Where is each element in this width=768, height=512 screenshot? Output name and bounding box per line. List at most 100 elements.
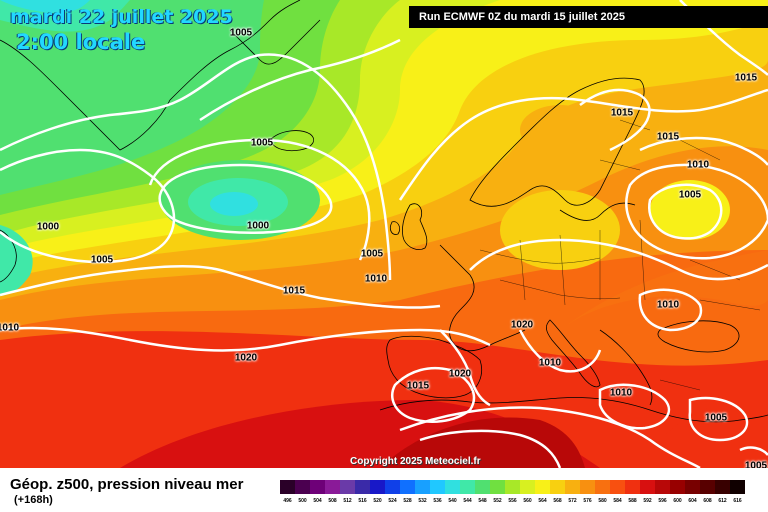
isobar-1000-low bbox=[158, 163, 333, 234]
colour-scale-swatch bbox=[610, 480, 625, 494]
greenland-coast bbox=[0, 0, 301, 151]
z500-band-east-red bbox=[640, 395, 768, 468]
colour-scale-tick-label: 500 bbox=[298, 498, 307, 504]
isobar-label: 1015 bbox=[282, 285, 306, 297]
country-borders bbox=[449, 119, 761, 391]
legend-title: Géop. z500, pression niveau mer bbox=[10, 476, 244, 493]
isobar-label: 1020 bbox=[448, 368, 472, 380]
isobar-label: 1010 bbox=[656, 299, 680, 311]
british-isles-coast bbox=[390, 203, 428, 250]
isobar-label: 1015 bbox=[406, 380, 430, 392]
isobar-1015-central-europe bbox=[398, 88, 768, 201]
isobar-label: 1015 bbox=[734, 72, 758, 84]
balkans-coast bbox=[599, 329, 653, 406]
isobar-label: 1010 bbox=[364, 273, 388, 285]
z500-band-cyan bbox=[0, 0, 90, 13]
colour-scale-tick-label: 540 bbox=[448, 498, 457, 504]
legend-footer: Géop. z500, pression niveau mer (+168h) … bbox=[0, 468, 768, 512]
central-europe-ridge bbox=[500, 190, 620, 270]
isobar-1005-east bbox=[648, 183, 723, 240]
isobar-label: 1015 bbox=[656, 131, 680, 143]
isobar-1010-east-loop bbox=[625, 163, 768, 260]
isobar-label: 1005 bbox=[250, 137, 274, 149]
colour-scale-swatch bbox=[445, 480, 460, 494]
colour-scale-swatch bbox=[625, 480, 640, 494]
colour-scale-tick-label: 556 bbox=[508, 498, 517, 504]
isobar-1015-scand bbox=[579, 88, 651, 152]
colour-scale-swatch bbox=[430, 480, 445, 494]
colour-scale-swatch bbox=[715, 480, 730, 494]
colour-scale-tick-label: 548 bbox=[478, 498, 487, 504]
isobar-1015-iberia bbox=[391, 366, 476, 423]
colour-scale-tick-label: 532 bbox=[418, 498, 427, 504]
colour-scale-swatch bbox=[655, 480, 670, 494]
black-sea-coast bbox=[657, 320, 740, 353]
isobar-1005-loop bbox=[148, 138, 371, 261]
isobars bbox=[0, 0, 768, 468]
colour-scale-tick-label: 568 bbox=[553, 498, 562, 504]
isobar-1020-iberia bbox=[439, 329, 491, 407]
colour-scale-tick-label: 496 bbox=[283, 498, 292, 504]
colour-scale-swatch bbox=[640, 480, 655, 494]
greenland-east-coast bbox=[229, 19, 321, 65]
colour-scale-swatch bbox=[475, 480, 490, 494]
colour-scale-swatch bbox=[460, 480, 475, 494]
isobar-1010-east bbox=[639, 136, 768, 166]
colour-scale-swatch bbox=[685, 480, 700, 494]
colour-scale-swatch bbox=[505, 480, 520, 494]
coastlines bbox=[0, 0, 768, 423]
colour-scale-tick-label: 580 bbox=[598, 498, 607, 504]
colour-scale-tick-label: 504 bbox=[313, 498, 322, 504]
colour-scale-tick-label: 536 bbox=[433, 498, 442, 504]
colour-scale-tick-label: 588 bbox=[628, 498, 637, 504]
atlantic-low-core bbox=[210, 192, 258, 216]
z500-band-green-dark bbox=[0, 0, 264, 195]
colour-scale-swatch bbox=[580, 480, 595, 494]
scandinavia-ridge bbox=[520, 105, 600, 155]
colour-scale-swatch bbox=[730, 480, 745, 494]
colour-scale-swatch bbox=[295, 480, 310, 494]
colour-scale-swatch bbox=[310, 480, 325, 494]
isobar-label: 1010 bbox=[686, 159, 710, 171]
iberia-coast bbox=[386, 335, 482, 399]
isobar-1010-balkan bbox=[638, 288, 703, 332]
colour-scale-swatch bbox=[550, 480, 565, 494]
colour-scale-tick-label: 612 bbox=[718, 498, 727, 504]
colour-scale-swatch bbox=[385, 480, 400, 494]
europe-atlantic-coast bbox=[439, 244, 526, 352]
colour-scale-swatch bbox=[415, 480, 430, 494]
colour-scale-swatch bbox=[595, 480, 610, 494]
colour-scale-tick-label: 572 bbox=[568, 498, 577, 504]
isobar-label: 1020 bbox=[510, 319, 534, 331]
forecast-map: 1005 1005 1000 1000 1005 1005 1010 1015 … bbox=[0, 0, 768, 468]
z500-band-red bbox=[0, 331, 768, 468]
colour-scale-swatch bbox=[520, 480, 535, 494]
isobar-label: 1005 bbox=[704, 412, 728, 424]
map-canvas bbox=[0, 0, 768, 468]
colour-scale-tick-label: 560 bbox=[523, 498, 532, 504]
colour-scale-swatch bbox=[325, 480, 340, 494]
forecast-date: mardi 22 juillet 2025 bbox=[10, 6, 233, 28]
isobar-1010-east-med bbox=[598, 383, 671, 430]
colour-scale-swatch bbox=[700, 480, 715, 494]
colour-scale-swatch bbox=[280, 480, 295, 494]
isobar-label: 1000 bbox=[246, 220, 270, 232]
colour-scale-tick-label: 592 bbox=[643, 498, 652, 504]
colour-scale-swatch bbox=[355, 480, 370, 494]
run-info: Run ECMWF 0Z du mardi 15 juillet 2025 bbox=[409, 6, 768, 28]
colour-scale-tick-label: 528 bbox=[403, 498, 412, 504]
colour-scale-tick-label: 576 bbox=[583, 498, 592, 504]
colour-scale-tick-label: 604 bbox=[688, 498, 697, 504]
forecast-lead-time: (+168h) bbox=[14, 494, 53, 506]
isobar-label: 1020 bbox=[234, 352, 258, 364]
isobar-1015-north bbox=[199, 38, 401, 122]
colour-scale-swatch bbox=[370, 480, 385, 494]
colour-scale-swatch bbox=[670, 480, 685, 494]
isobar-label: 1005 bbox=[678, 189, 702, 201]
colour-scale-ticks: 496 500 504 508 512 516 520 524 528 532 536 540 544 5… bbox=[280, 498, 745, 504]
isobar-label: 1015 bbox=[610, 107, 634, 119]
colour-scale-tick-label: 596 bbox=[658, 498, 667, 504]
isobar-1010-africa bbox=[399, 406, 701, 468]
colour-scale-tick-label: 552 bbox=[493, 498, 502, 504]
colour-scale-tick-label: 608 bbox=[703, 498, 712, 504]
